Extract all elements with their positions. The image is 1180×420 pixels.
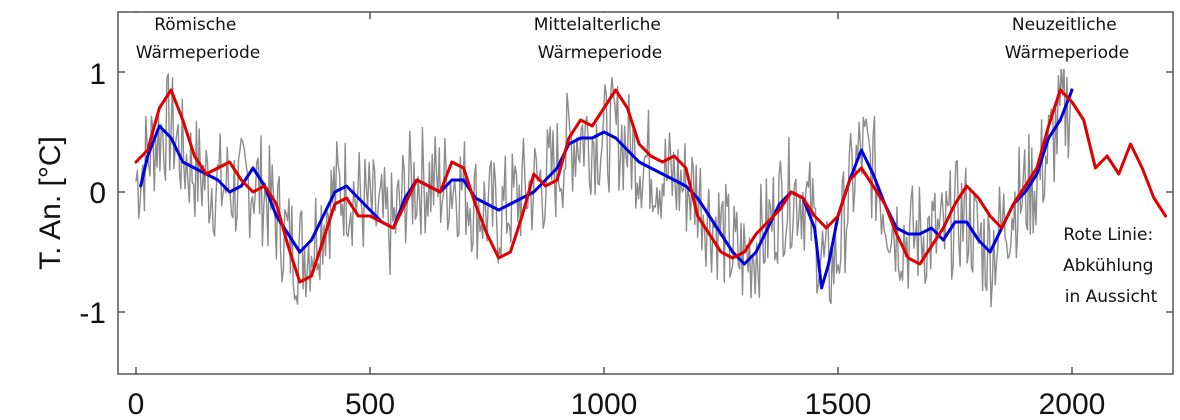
annotation-bg-medieval bbox=[518, 13, 682, 69]
y-tick-label: 0 bbox=[89, 177, 106, 210]
x-tick-label: 1000 bbox=[571, 388, 638, 420]
y-axis: T. An. [°C] 1 0 -1 bbox=[34, 58, 106, 330]
x-tick-label: 500 bbox=[345, 388, 395, 420]
annotation-bg-roman bbox=[120, 13, 278, 69]
x-tick-label: 2000 bbox=[1039, 388, 1106, 420]
x-axis: 0 500 1000 1500 2000 bbox=[128, 388, 1106, 420]
annotation-modern: Neuzeitliche Wärmeperiode bbox=[1005, 15, 1129, 63]
series-line-smoothed bbox=[139, 88, 1074, 290]
annotation-red-line: Rote Linie: Abkühlung in Aussicht bbox=[1063, 225, 1159, 307]
annotation-bg-red-line bbox=[1062, 220, 1162, 320]
annotation-line: in Aussicht bbox=[1065, 287, 1158, 307]
annotation-medieval: Mittelalterliche Wärmeperiode bbox=[534, 15, 667, 63]
annotation-line: Römische bbox=[154, 15, 236, 35]
plot-frame bbox=[117, 11, 1174, 375]
annotation-line: Mittelalterliche bbox=[534, 15, 661, 35]
y-axis-label: T. An. [°C] bbox=[34, 136, 67, 270]
y-tick-label: -1 bbox=[79, 297, 106, 330]
plot-area bbox=[117, 11, 1174, 375]
annotation-line: Rote Linie: bbox=[1063, 225, 1153, 245]
series-line-annual bbox=[135, 62, 1072, 308]
series-line-model bbox=[134, 88, 1168, 284]
annotation-bg-modern bbox=[988, 13, 1146, 69]
x-tick-label: 1500 bbox=[805, 388, 872, 420]
annotation-line: Neuzeitliche bbox=[1012, 15, 1117, 35]
annotation-roman: Römische Wärmeperiode bbox=[136, 15, 260, 63]
x-tick-label: 0 bbox=[128, 388, 145, 420]
series-lines bbox=[134, 62, 1168, 308]
annotation-line: Wärmeperiode bbox=[136, 43, 260, 63]
annotation-line: Abkühlung bbox=[1063, 256, 1153, 276]
annotation-line: Wärmeperiode bbox=[1005, 43, 1129, 63]
annotation-line: Wärmeperiode bbox=[538, 43, 662, 63]
annotations: Römische Wärmeperiode Mittelalterliche W… bbox=[120, 13, 1162, 320]
y-tick-label: 1 bbox=[89, 58, 106, 91]
